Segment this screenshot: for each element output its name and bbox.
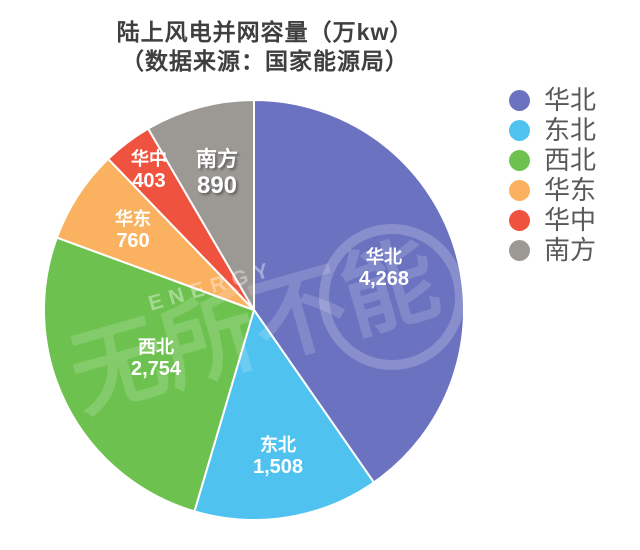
pie-slice-西北 [43,236,255,513]
legend-item-东北: 东北 [505,115,596,145]
legend-label: 华北 [544,85,597,115]
chart-title-block: 陆上风电并网容量（万kw） （数据来源：国家能源局） [0,18,530,76]
legend-label: 华中 [544,205,597,235]
chart-title: 陆上风电并网容量（万kw） [116,19,414,45]
pie-slice-南方 [147,99,255,311]
legend-item-南方: 南方 [505,235,596,265]
legend-swatch-icon [509,209,530,231]
legend-label: 华东 [544,175,597,205]
chart-subtitle: （数据来源：国家能源局） [121,48,409,74]
legend-item-华东: 华东 [505,175,596,205]
legend-item-西北: 西北 [505,145,596,175]
legend: 华北 东北 西北 华东 华中 南方 [505,85,596,265]
legend-label: 西北 [544,145,597,175]
legend-swatch-icon [509,179,530,201]
legend-item-华北: 华北 [505,85,596,115]
legend-swatch-icon [509,239,530,261]
legend-swatch-icon [509,149,530,171]
legend-swatch-icon [509,119,530,141]
legend-swatch-icon [509,89,530,111]
legend-item-华中: 华中 [505,205,596,235]
pie-slice-华北 [253,99,466,484]
legend-label: 东北 [544,115,597,145]
legend-label: 南方 [544,235,597,265]
